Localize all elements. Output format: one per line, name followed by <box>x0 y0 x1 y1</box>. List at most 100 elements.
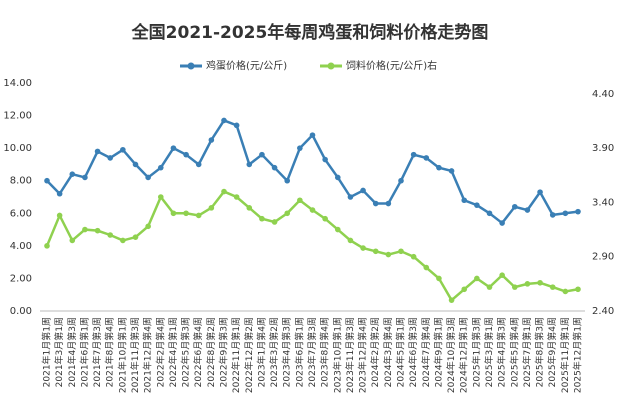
x-tick-label: 2022年5月第3周 <box>180 317 192 387</box>
data-point <box>145 223 151 230</box>
x-tick-label: 2021年7月第3周 <box>91 317 103 387</box>
x-tick-label: 2025年12月第1周 <box>572 317 584 393</box>
x-tick-label: 2023年12月第4周 <box>357 317 369 393</box>
data-point <box>372 200 379 207</box>
data-point <box>537 279 543 286</box>
x-tick-label: 2021年10月第1周 <box>116 317 128 393</box>
data-point <box>246 161 253 168</box>
x-tick-label: 2025年4月第3周 <box>496 317 508 387</box>
data-point <box>297 197 303 204</box>
data-point <box>157 194 164 200</box>
legend-marker <box>327 62 335 70</box>
data-point <box>486 284 493 290</box>
data-point <box>474 202 480 208</box>
data-point <box>120 146 126 153</box>
data-point <box>410 253 417 260</box>
x-tick-label: 2023年7月第3周 <box>306 317 318 387</box>
data-point <box>524 281 531 287</box>
data-point <box>562 288 569 295</box>
y2-tick-label: 3.40 <box>592 197 614 208</box>
data-point <box>372 248 379 255</box>
data-point <box>398 177 404 184</box>
y2-tick-label: 2.40 <box>592 306 614 317</box>
data-point <box>575 208 581 215</box>
data-point <box>94 227 101 234</box>
x-tick-label: 2023年11月第3周 <box>344 317 356 393</box>
x-tick-label: 2025年1月第3周 <box>470 317 482 387</box>
x-tick-label: 2024年6月第3周 <box>407 317 419 387</box>
data-point <box>511 203 518 210</box>
x-tick-label: 2023年3月第2周 <box>268 317 280 387</box>
y2-tick-label: 4.40 <box>592 89 614 100</box>
data-point <box>436 275 442 282</box>
data-point <box>44 243 50 249</box>
data-point <box>120 237 126 244</box>
legend-marker <box>187 62 195 70</box>
data-point <box>208 205 215 211</box>
data-point <box>549 212 556 218</box>
data-point <box>259 215 265 222</box>
data-point <box>461 197 468 204</box>
y-tick-label: 4.00 <box>10 241 32 252</box>
data-point <box>56 212 63 219</box>
x-tick-label: 2023年10月第1周 <box>331 317 343 393</box>
y-tick-label: 6.00 <box>10 208 32 219</box>
data-point <box>170 210 177 217</box>
y-tick-label: 8.00 <box>10 176 32 187</box>
data-point <box>297 145 303 151</box>
data-point <box>284 177 291 184</box>
data-point <box>575 286 581 293</box>
data-point <box>360 245 366 251</box>
y-tick-label: 0.00 <box>10 306 32 317</box>
data-point <box>145 174 151 181</box>
x-tick-label: 2024年9月第1周 <box>432 317 444 387</box>
data-point <box>499 220 505 226</box>
data-point <box>398 248 404 255</box>
data-point <box>334 226 341 233</box>
y-tick-label: 10.00 <box>3 143 32 154</box>
x-tick-label: 2023年1月第4周 <box>255 317 267 387</box>
data-point <box>82 174 88 181</box>
data-point <box>309 132 316 138</box>
data-point <box>448 168 455 174</box>
y-tick-label: 14.00 <box>3 78 32 89</box>
data-point <box>69 171 76 177</box>
x-tick-label: 2024年3月第4周 <box>382 317 394 387</box>
x-tick-label: 2023年4月第3周 <box>281 317 293 387</box>
data-point <box>385 251 392 258</box>
data-point <box>157 164 164 171</box>
data-point <box>549 284 556 290</box>
x-tick-label: 2025年8月第3周 <box>534 317 546 387</box>
data-point <box>436 164 442 171</box>
data-point <box>208 137 215 143</box>
x-tick-label: 2022年6月第4周 <box>192 317 204 387</box>
x-tick-label: 2022年12月第2周 <box>243 317 255 393</box>
data-point <box>44 177 50 184</box>
data-point <box>385 200 392 207</box>
data-point <box>271 164 278 171</box>
x-tick-label: 2021年6月第1周 <box>78 317 90 387</box>
data-point <box>246 205 253 211</box>
data-point <box>537 189 543 195</box>
x-tick-label: 2025年11月第1周 <box>559 317 571 393</box>
data-point <box>322 156 328 163</box>
x-tick-label: 2024年7月第4周 <box>420 317 432 387</box>
x-tick-label: 2024年2月第2周 <box>369 317 381 387</box>
data-point <box>56 190 63 197</box>
data-point <box>82 226 88 233</box>
data-point <box>423 264 430 271</box>
data-point <box>233 194 240 200</box>
x-tick-label: 2022年4月第1周 <box>167 317 179 387</box>
x-tick-label: 2022年8月第2周 <box>205 317 217 387</box>
data-point <box>486 210 493 217</box>
data-point <box>448 297 455 303</box>
x-tick-label: 2021年3月第1周 <box>53 317 65 387</box>
data-point <box>183 151 189 158</box>
x-tick-label: 2021年11月第3周 <box>129 317 141 393</box>
data-point <box>221 117 227 124</box>
x-tick-label: 2021年12月第4周 <box>142 317 154 393</box>
x-tick-label: 2025年7月第1周 <box>521 317 533 387</box>
x-tick-label: 2024年12月第1周 <box>458 317 470 393</box>
x-tick-label: 2025年3月第1周 <box>483 317 495 387</box>
